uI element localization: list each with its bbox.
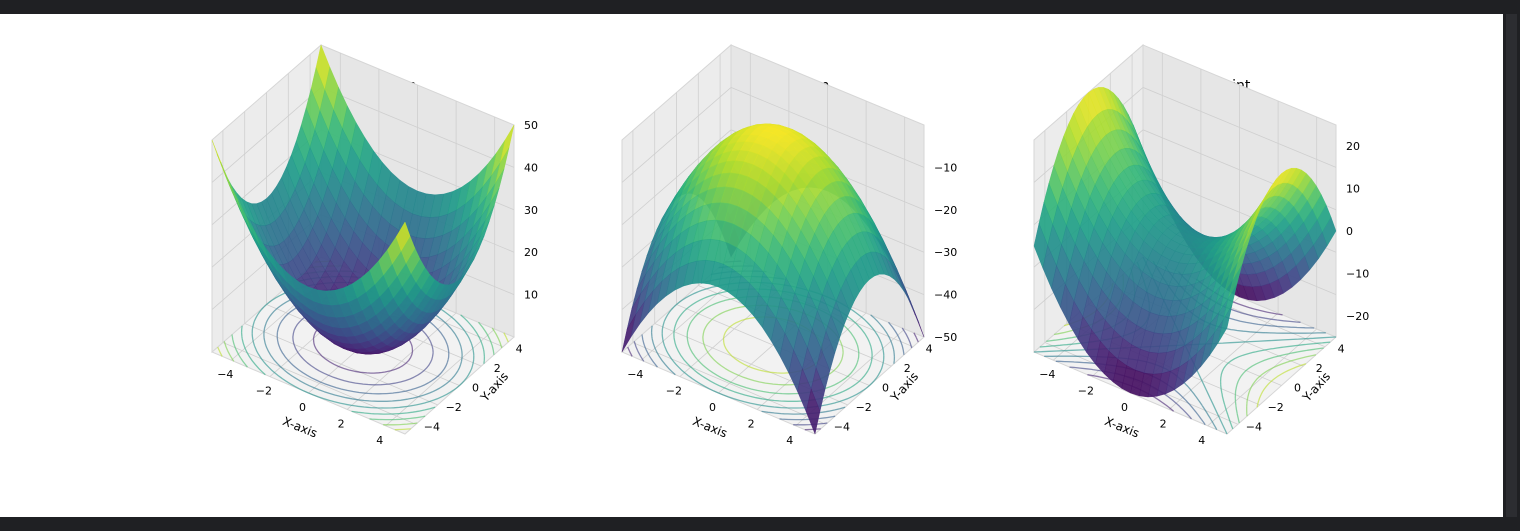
y-tick-label: −2 xyxy=(856,401,872,414)
z-tick-label: −20 xyxy=(934,204,957,217)
top-frame-bar xyxy=(0,0,1520,14)
y-tick-label: 0 xyxy=(882,382,889,395)
y-tick-label: 0 xyxy=(1294,382,1301,395)
scrollbar-thumb[interactable] xyxy=(1506,14,1517,517)
subplot-unique-saddle-point: Unique Saddle Point−4−4−2−200224420100−1… xyxy=(1033,43,1369,447)
y-tick-label: 2 xyxy=(1316,362,1323,375)
surface-patch xyxy=(395,221,411,252)
contour-line xyxy=(223,265,503,426)
x-tick-label: 2 xyxy=(748,417,755,430)
z-tick-label: −10 xyxy=(1346,267,1369,280)
surface xyxy=(1033,87,1337,398)
z-tick-label: 0 xyxy=(1346,225,1353,238)
x-tick-label: 4 xyxy=(376,434,383,447)
surface xyxy=(211,44,515,355)
x-tick-label: 0 xyxy=(299,401,306,414)
y-tick-label: −2 xyxy=(446,401,462,414)
z-tick-label: 50 xyxy=(524,119,538,132)
x-tick-label: −2 xyxy=(256,385,272,398)
x-tick-label: −4 xyxy=(217,368,233,381)
figure-canvas: Unique Minimum−4−4−2−20022441020304050X-… xyxy=(0,14,1503,517)
surface-patch xyxy=(1218,305,1233,343)
z-tick-label: 10 xyxy=(1346,183,1360,196)
figure-svg: Unique Minimum−4−4−2−20022441020304050X-… xyxy=(211,43,1369,447)
z-tick-label: 20 xyxy=(1346,140,1360,153)
x-axis-label: X-axis xyxy=(281,414,320,440)
x-tick-label: 0 xyxy=(1121,401,1128,414)
y-tick-label: 4 xyxy=(516,343,523,356)
y-tick-label: −4 xyxy=(834,420,850,433)
z-tick-label: −40 xyxy=(934,289,957,302)
y-tick-label: 4 xyxy=(926,343,933,356)
z-tick-label: 20 xyxy=(524,246,538,259)
x-axis-label: X-axis xyxy=(1103,414,1142,440)
y-tick-label: 4 xyxy=(1338,343,1345,356)
z-tick-label: −50 xyxy=(934,331,957,344)
x-tick-label: 4 xyxy=(786,434,793,447)
x-axis-label: X-axis xyxy=(691,414,730,440)
z-tick-label: −10 xyxy=(934,161,957,174)
z-tick-label: 30 xyxy=(524,204,538,217)
x-tick-label: 0 xyxy=(709,401,716,414)
surface-patch xyxy=(805,388,821,435)
y-tick-label: 0 xyxy=(472,382,479,395)
x-tick-label: 2 xyxy=(1160,417,1167,430)
y-tick-label: −4 xyxy=(1246,420,1262,433)
x-tick-label: −4 xyxy=(627,368,643,381)
y-tick-label: −2 xyxy=(1268,401,1284,414)
z-tick-label: 40 xyxy=(524,161,538,174)
y-tick-label: 2 xyxy=(494,362,501,375)
x-tick-label: −2 xyxy=(666,385,682,398)
z-tick-label: −30 xyxy=(934,246,957,259)
z-tick-label: −20 xyxy=(1346,310,1369,323)
x-tick-label: −2 xyxy=(1078,385,1094,398)
y-tick-label: −4 xyxy=(424,420,440,433)
y-tick-label: 2 xyxy=(904,362,911,375)
z-tick-label: 10 xyxy=(524,289,538,302)
x-tick-label: 4 xyxy=(1198,434,1205,447)
x-tick-label: −4 xyxy=(1039,368,1055,381)
subplot-unique-maximum: Unique Maximum−4−4−2−2002244−10−20−30−40… xyxy=(621,43,957,447)
x-tick-label: 2 xyxy=(338,417,345,430)
bottom-frame-bar xyxy=(0,517,1520,531)
axis-ticks: −4 −4 −2 −2 0 0 2 2 4 4 10 20 30 40 50 xyxy=(217,119,538,447)
surface xyxy=(621,123,925,435)
subplot-unique-minimum: Unique Minimum−4−4−2−20022441020304050X-… xyxy=(211,43,538,447)
